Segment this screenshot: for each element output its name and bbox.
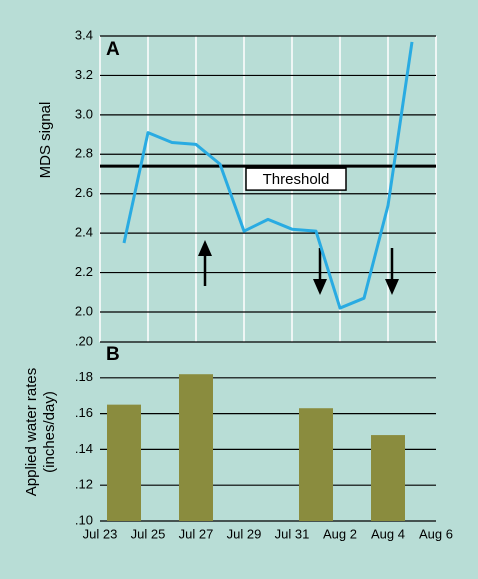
arrow bbox=[385, 248, 399, 295]
y-tick-label: .20 bbox=[75, 333, 93, 348]
threshold-label: Threshold bbox=[263, 171, 330, 188]
y-tick-label: .10 bbox=[75, 512, 93, 527]
x-tick-label: Jul 29 bbox=[227, 526, 262, 541]
bar bbox=[371, 435, 405, 521]
data-line bbox=[122, 41, 414, 310]
x-tick-label: Jul 27 bbox=[179, 526, 214, 541]
bar bbox=[179, 374, 213, 521]
x-tick-label: Aug 4 bbox=[371, 526, 405, 541]
y-tick-label: 2.8 bbox=[75, 146, 93, 161]
panel-label: A bbox=[106, 39, 120, 60]
y-tick-label: .12 bbox=[75, 477, 93, 492]
y-tick-label: 2.6 bbox=[75, 185, 93, 200]
threshold-box bbox=[245, 167, 347, 191]
y-tick-label: 2.2 bbox=[75, 264, 93, 279]
y-tick-label: 3.2 bbox=[75, 67, 93, 82]
y-tick-label: .16 bbox=[75, 405, 93, 420]
x-tick-label: Aug 2 bbox=[323, 526, 357, 541]
x-tick-label: Jul 23 bbox=[83, 526, 118, 541]
arrow bbox=[313, 248, 327, 295]
y-tick-label: .18 bbox=[75, 369, 93, 384]
y-tick-label: 2.0 bbox=[75, 303, 93, 318]
x-tick-label: Jul 25 bbox=[131, 526, 166, 541]
bar bbox=[299, 408, 333, 521]
panel-label: B bbox=[106, 344, 120, 365]
y-axis-label: MDS signal bbox=[37, 102, 54, 179]
bar bbox=[107, 404, 141, 521]
y-axis-label: Applied water rates bbox=[23, 368, 40, 496]
y-tick-label: 3.0 bbox=[75, 106, 93, 121]
y-axis-label: (inches/day) bbox=[41, 391, 58, 473]
y-tick-label: 3.4 bbox=[75, 27, 93, 42]
y-tick-label: .14 bbox=[75, 441, 93, 456]
x-tick-label: Aug 6 bbox=[419, 526, 453, 541]
arrow bbox=[198, 240, 212, 286]
y-tick-label: 2.4 bbox=[75, 225, 93, 240]
x-tick-label: Jul 31 bbox=[275, 526, 310, 541]
